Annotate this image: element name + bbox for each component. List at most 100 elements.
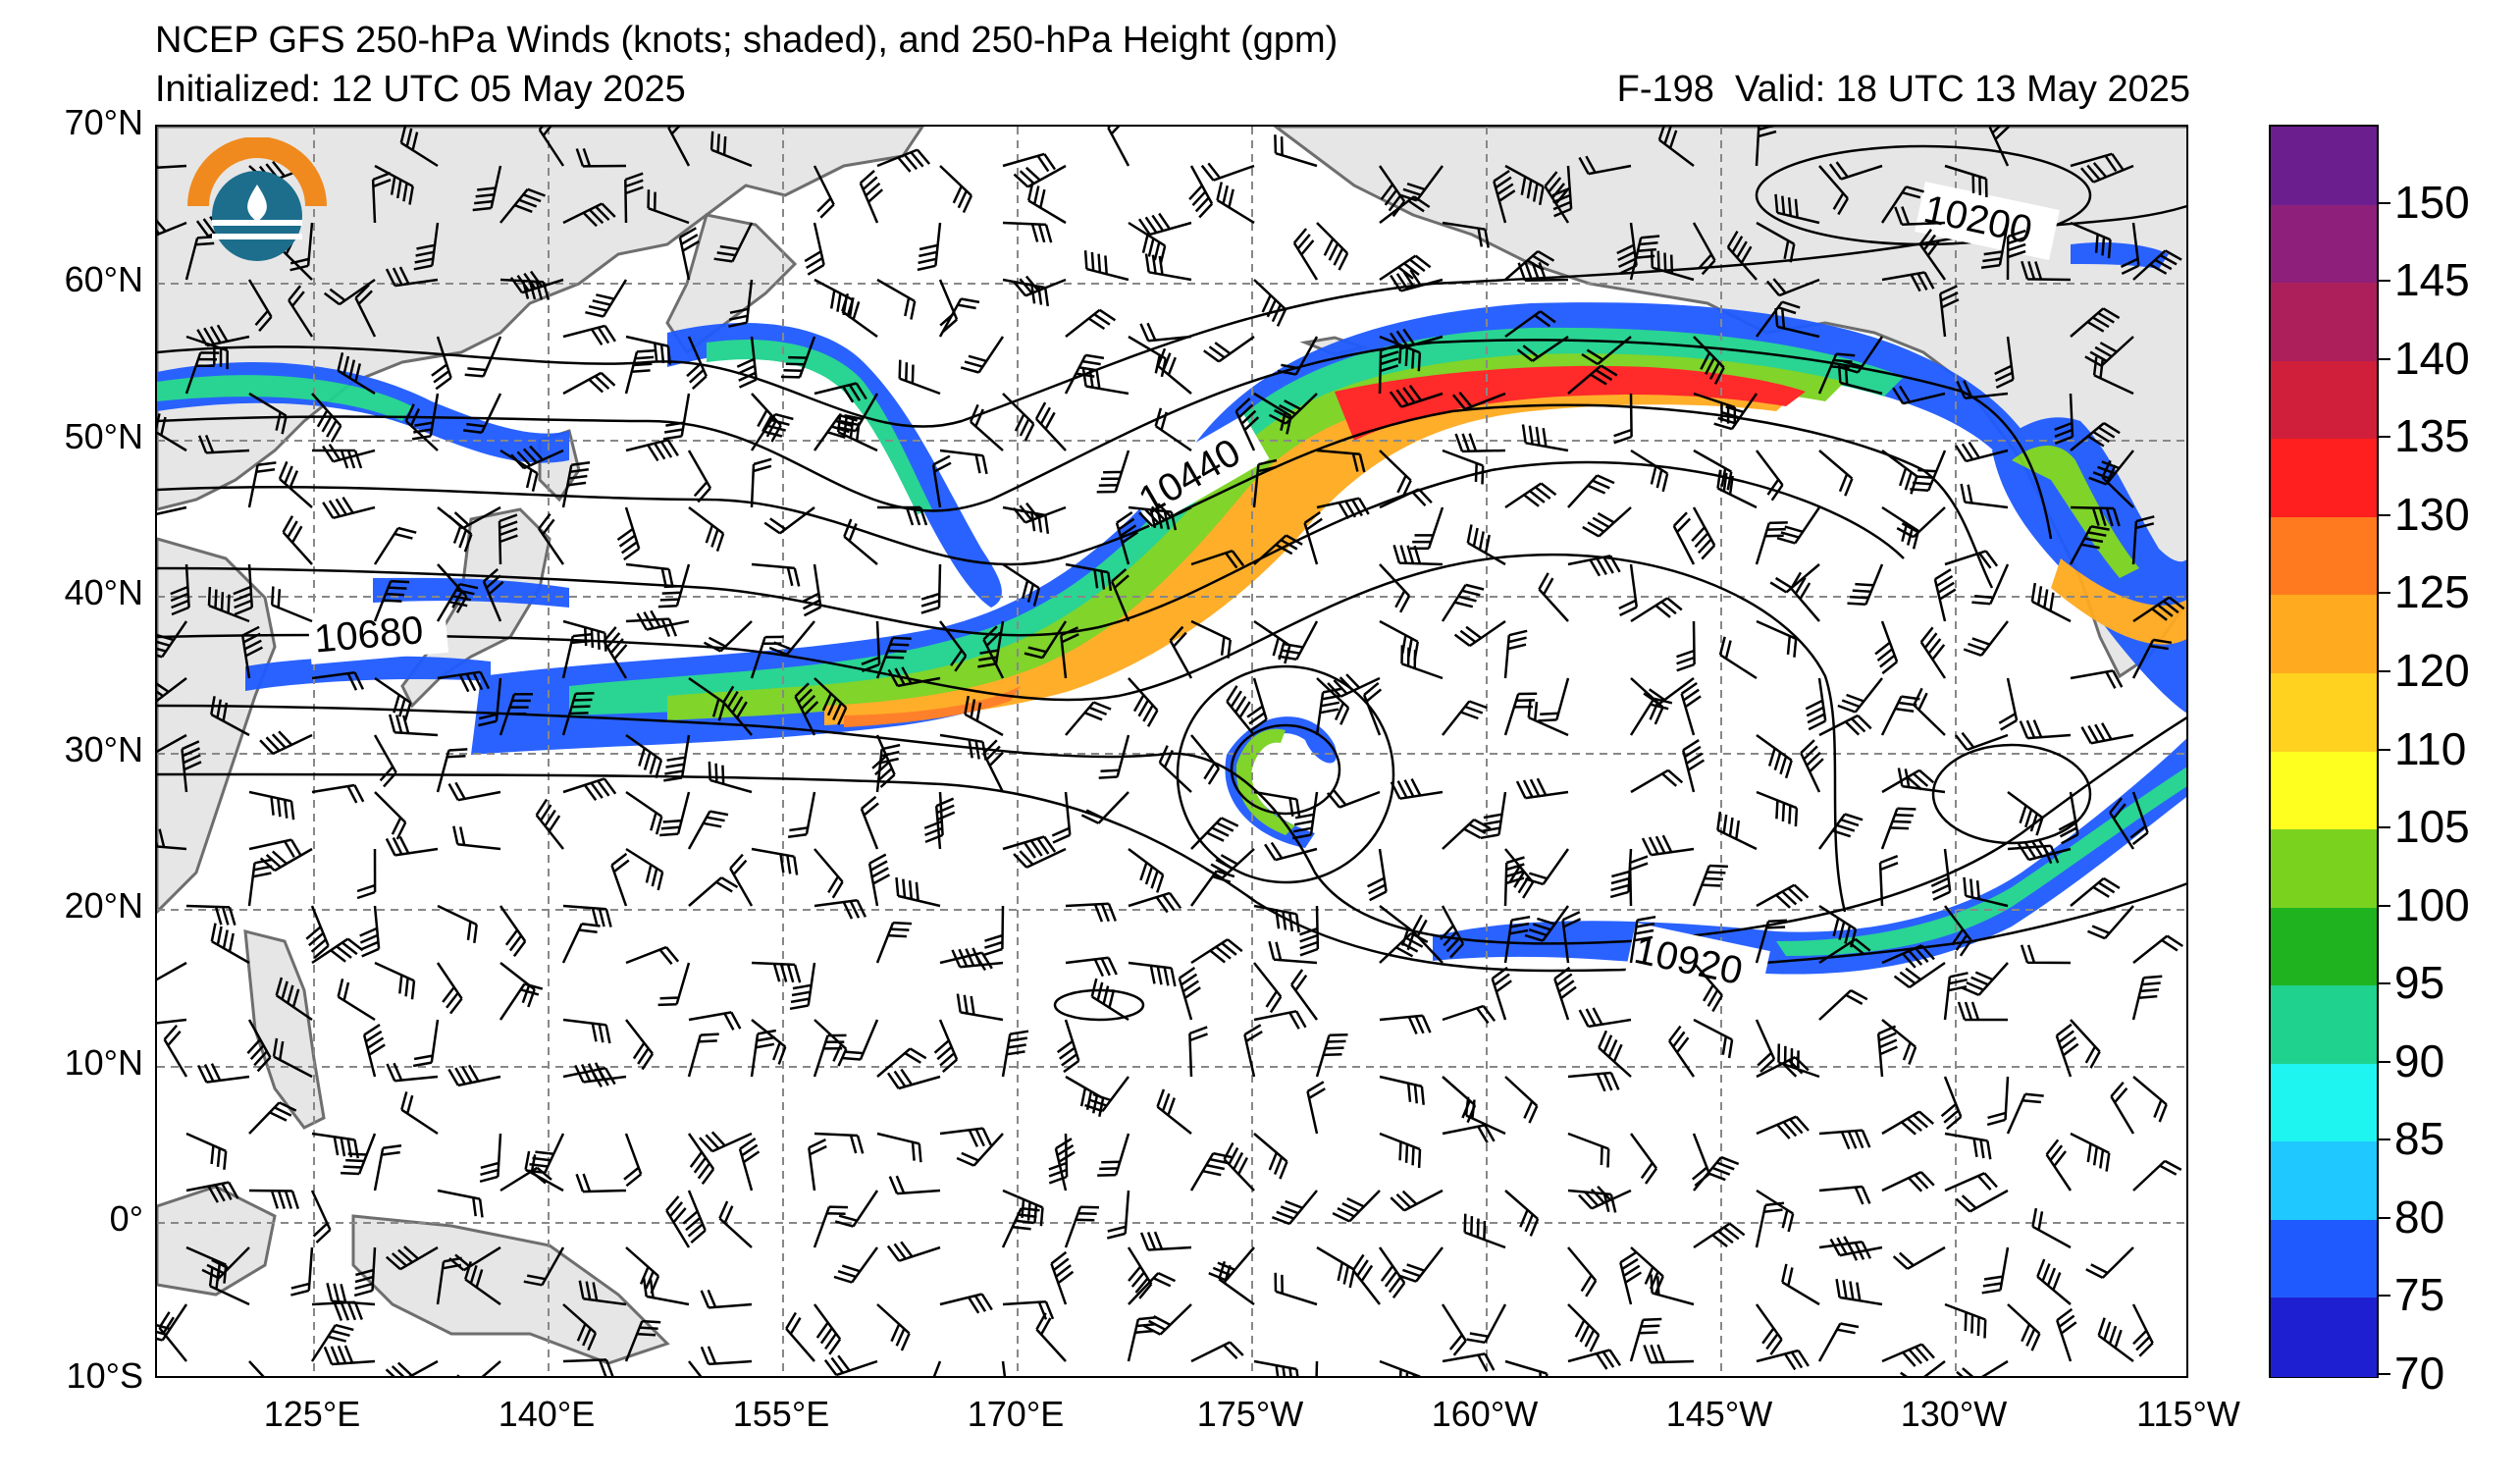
wind-barb [1726,230,1758,281]
wind-barb [2056,1307,2077,1362]
wind-barb [1641,834,1695,857]
wind-barb [939,733,987,761]
wind-barb [1362,681,1383,736]
wind-barb [688,876,739,907]
wind-barb [1680,681,1702,736]
wind-barb [1316,497,1370,520]
wind-barb [1200,162,1255,182]
wind-barb [2070,422,2121,451]
wind-barb [1538,572,1569,622]
wind-barb [1578,155,1632,176]
wind-barb [1881,449,1918,495]
wind-barb [1504,250,1555,281]
wind-barb [977,620,1005,668]
wind-barb [538,127,565,167]
wind-barb [982,625,1005,679]
wind-barb [1910,450,1947,492]
wind-barb [625,1246,660,1295]
wind-barb [1818,937,1871,965]
wind-barb [404,403,439,451]
wind-barb [207,587,250,623]
wind-barb [1524,905,1570,942]
wind-barb [1441,583,1485,622]
wind-barb [562,777,617,801]
wind-barb [1881,944,1935,969]
wind-barb [1582,506,1632,538]
wind-barb [1616,222,1638,275]
colorbar-tick [2379,826,2390,829]
wind-barb [1818,165,1849,216]
colorbar-label: 100 [2394,878,2470,930]
wind-barb [875,921,913,964]
wind-barb [447,1064,501,1087]
wind-barb [561,461,591,508]
wind-barb [713,222,754,263]
wind-barb [982,739,1005,793]
wind-barb [794,682,819,736]
wind-barb [1143,1303,1192,1336]
wind-barb [1960,483,2009,509]
map-title: NCEP GFS 250-hPa Winds (knots; shaded), … [155,20,1339,61]
wind-barb [1755,300,1801,338]
wind-barb [1226,685,1255,736]
lat-label-40n: 40°N [64,572,143,612]
colorbar-tick [2379,1216,2390,1219]
wind-barb [1115,510,1139,565]
initialized-time: Initialized: 12 UTC 05 May 2025 [155,69,686,110]
wind-barb [2030,582,2072,623]
wind-barb [1271,1190,1318,1226]
wind-barb [1411,914,1444,964]
lat-label-50n: 50°N [64,416,143,456]
wind-barb [1137,212,1192,237]
wind-barb [814,1132,865,1154]
wind-barb [1504,164,1545,206]
wind-barb [1223,1141,1255,1192]
valid-time: F-198 Valid: 18 UTC 13 May 2025 [1616,69,2190,110]
wind-barb [2020,944,2072,965]
colorbar [2269,125,2379,1378]
wind-barb [1299,905,1320,957]
colorbar-swatch [2271,751,2377,831]
wind-barb [1961,962,2009,996]
wind-barb [789,962,816,1011]
wind-barb [1613,393,1633,445]
wind-barb [1880,695,1920,736]
wind-barb [562,1303,598,1351]
wind-barb [938,297,980,338]
wind-barb [687,810,729,850]
wind-barb [876,1047,927,1078]
wind-barb [1190,817,1239,850]
wind-barb [1650,248,1695,282]
wind-barb [248,1189,299,1209]
wind-barb [535,798,564,850]
wind-barb [1268,940,1318,965]
wind-barb [157,413,187,452]
wind-barb [2131,638,2173,679]
wind-barb [1756,619,1798,658]
wind-barb [1292,791,1319,840]
wind-barb [647,189,690,225]
wind-barb [411,393,440,441]
wind-barb [1392,545,1444,566]
lon-label-130w: 130°W [1900,1394,2008,1434]
wind-barb [1189,1151,1233,1192]
wind-barb [436,962,463,1015]
wind-barb [813,1033,847,1078]
wind-barb [1243,1024,1263,1078]
wind-barb [482,567,504,622]
wind-barb [561,922,601,964]
wind-barb [785,1311,815,1362]
wind-barb [2131,515,2155,565]
wind-barb [1503,915,1531,964]
wind-barb [1913,687,1946,736]
wind-barb [1001,1030,1029,1078]
wind-barb [1378,344,1399,395]
wind-barb [1128,891,1182,914]
wind-barb [1943,972,1969,1021]
colorbar-label: 80 [2394,1191,2445,1243]
colorbar-swatch [2271,1298,2377,1377]
wind-barb [574,1062,627,1084]
wind-barb [1776,506,1821,545]
wind-barb [1064,1205,1100,1248]
wind-barb [1895,1360,1946,1376]
